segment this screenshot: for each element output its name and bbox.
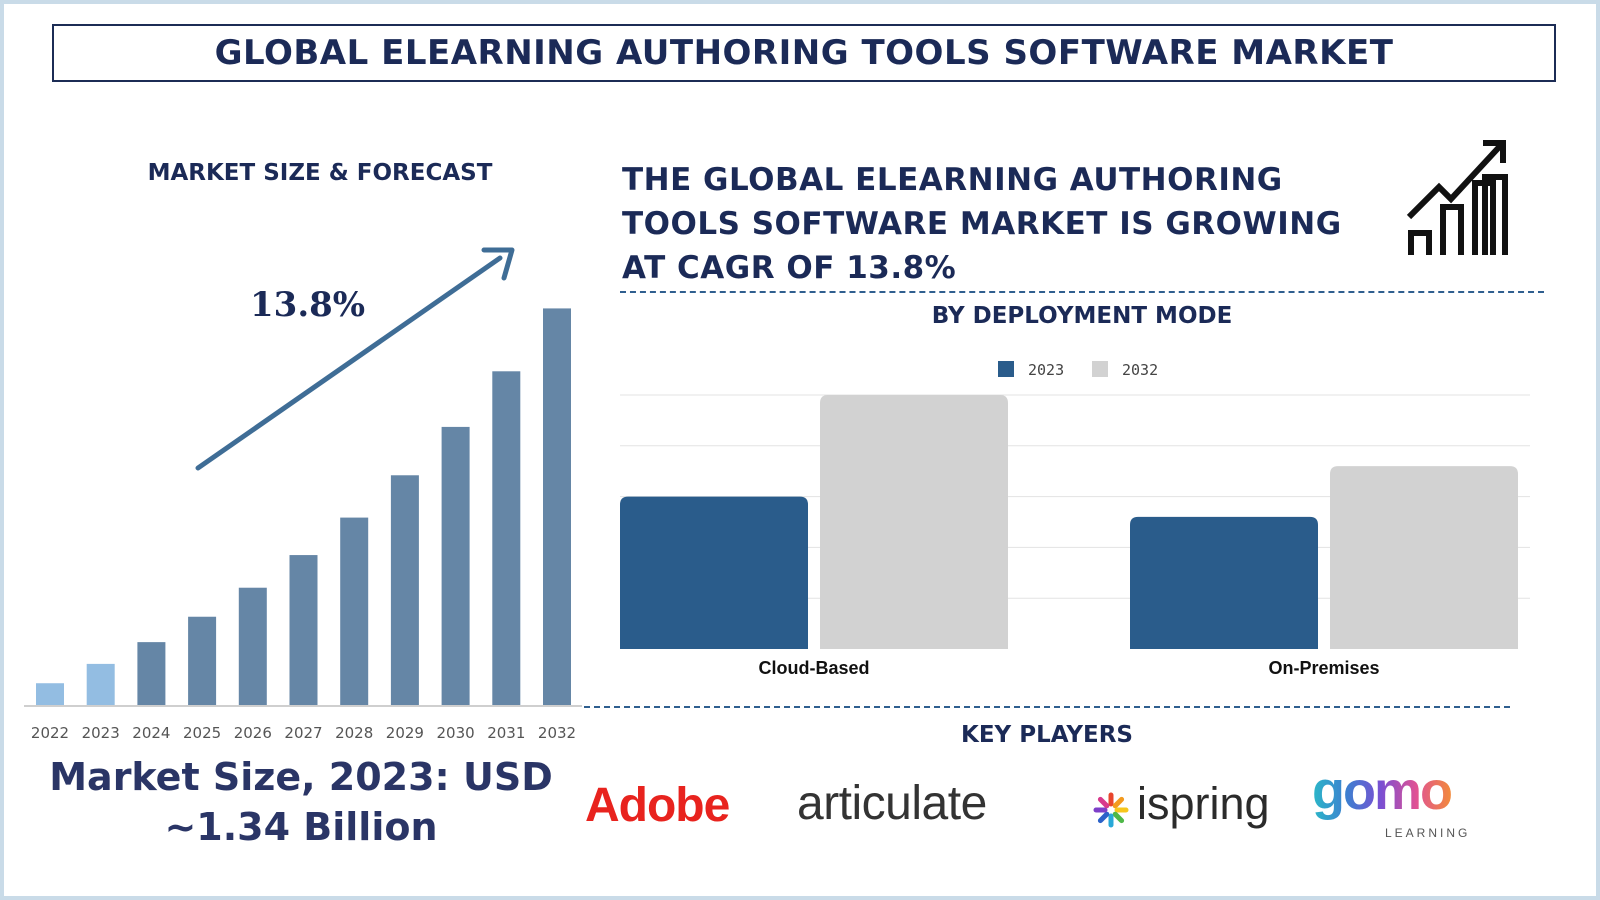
forecast-year-label: 2027 [284,724,322,740]
key-players-heading: KEY PLAYERS [961,722,1133,748]
divider-bottom [584,706,1510,708]
legend-swatch [1092,361,1108,377]
forecast-bar [340,517,369,705]
forecast-bar [238,587,267,705]
growth-arrow-line [195,255,503,471]
forecast-year-label: 2023 [82,724,120,740]
forecast-bar [289,555,318,705]
deployment-category-label: Cloud-Based [758,658,869,678]
page-title: GLOBAL ELEARNING AUTHORING TOOLS SOFTWAR… [214,33,1394,73]
cagr-annotation: 13.8% [250,285,365,325]
adobe-logo: Adobe [585,779,730,832]
forecast-bar [137,642,166,705]
chart-growth-arrow-icon [1406,140,1508,255]
key-players-logos: Adobe articulate ispring gomo LEARNING [585,761,1585,850]
forecast-year-label: 2024 [132,724,170,740]
forecast-bar [441,426,470,705]
ispring-logo: ispring [1137,778,1270,829]
forecast-year-label: 2026 [234,724,272,740]
deployment-bar [820,395,1008,649]
headline-line-1: THE GLOBAL ELEARNING AUTHORING [622,162,1283,198]
market-size-heading: MARKET SIZE & FORECAST [147,160,493,186]
market-size-line-2: ~1.34 Billion [164,805,438,849]
forecast-year-label: 2030 [437,724,475,740]
divider-top [620,291,1544,293]
cagr-headline: THE GLOBAL ELEARNING AUTHORING TOOLS SOF… [622,158,1382,290]
market-forecast-chart: 2022 2023 2024 2025 2026 2027 2028 2029 2030 2031… [24,247,582,740]
deployment-category-label: On-Premises [1268,658,1379,678]
deployment-heading: BY DEPLOYMENT MODE [931,303,1233,329]
market-size-text: Market Size, 2023: USD ~1.34 Billion [20,752,582,852]
headline-line-2: TOOLS SOFTWARE MARKET IS GROWING [622,206,1342,242]
growth-arrow-head [481,247,515,281]
forecast-year-label: 2031 [487,724,525,740]
forecast-bar [86,663,115,705]
forecast-bar [188,616,217,705]
forecast-bar [543,308,571,705]
legend-label: 2023 [1028,361,1064,379]
gomo-logo: gomo [1312,761,1453,821]
gomo-learning-text: LEARNING [1385,826,1471,840]
legend-label: 2032 [1122,361,1158,379]
forecast-bar [492,371,521,705]
forecast-bar [36,683,64,705]
deployment-chart: 2023 2032 Cloud-Based On-Premises [620,361,1530,678]
deployment-bar [1130,516,1318,649]
deployment-bar [1330,466,1518,649]
deployment-bar [620,496,808,649]
forecast-year-label: 2028 [335,724,373,740]
headline-line-3: AT CAGR OF 13.8% [622,250,957,286]
forecast-year-label: 2025 [183,724,221,740]
ispring-star-icon [1093,792,1129,828]
legend-swatch [998,361,1014,377]
articulate-logo: articulate [797,777,987,830]
forecast-year-label: 2029 [386,724,424,740]
market-size-line-1: Market Size, 2023: USD [49,755,553,799]
title-banner: GLOBAL ELEARNING AUTHORING TOOLS SOFTWAR… [52,24,1556,82]
forecast-year-label: 2032 [538,724,576,740]
forecast-bar [390,475,419,705]
forecast-year-label: 2022 [31,724,69,740]
